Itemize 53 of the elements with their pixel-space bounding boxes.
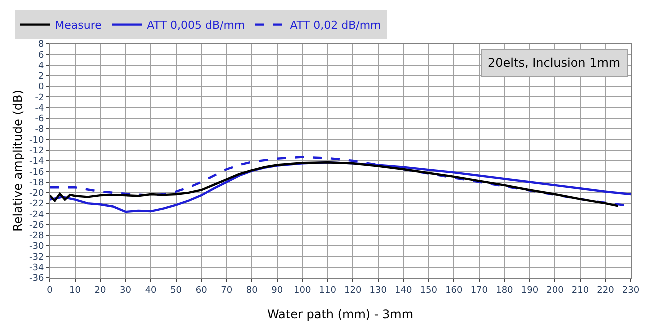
y-axis-title: Relative amplitude (dB) (10, 90, 25, 232)
x-tick-label: 70 (221, 286, 233, 296)
y-tick-label: -20 (29, 189, 44, 200)
y-tick-label: -16 (29, 168, 44, 178)
x-tick-label: 110 (319, 286, 337, 296)
x-tick-label: 120 (344, 286, 362, 296)
x-tick-label: 140 (395, 286, 413, 296)
x-tick-label: 170 (470, 286, 488, 296)
x-axis-title: Water path (mm) - 3mm (267, 308, 414, 322)
y-tick-label: -30 (29, 242, 44, 252)
y-tick-label: -14 (29, 157, 44, 168)
y-tick-label: -4 (35, 104, 44, 114)
x-tick-label: 160 (446, 286, 464, 296)
annotation: 20elts, Inclusion 1mm (488, 56, 621, 70)
y-tick-label: -2 (35, 93, 44, 104)
x-tick-label: 40 (145, 286, 158, 296)
y-tick-label: -36 (29, 274, 44, 284)
x-tick-label: 220 (597, 286, 615, 296)
x-tick-label: 100 (294, 286, 312, 296)
y-tick-label: 6 (38, 50, 44, 61)
y-tick-label: -24 (29, 210, 44, 220)
x-tick-label: 180 (496, 286, 514, 296)
y-tick-label: -32 (29, 252, 44, 263)
x-tick-label: 130 (370, 286, 388, 296)
legend-label: ATT 0,02 dB/mm (290, 19, 382, 32)
y-tick-label: -26 (29, 220, 44, 231)
x-tick-label: 150 (420, 286, 438, 296)
y-tick-label: 4 (38, 61, 44, 72)
y-tick-label: -34 (29, 264, 44, 274)
y-tick-label: -8 (35, 125, 44, 136)
y-tick-label: -28 (29, 232, 44, 242)
x-tick-label: 190 (521, 286, 539, 296)
y-tick-label: 2 (38, 72, 44, 82)
x-tick-label: 210 (572, 286, 590, 296)
legend-label: ATT 0,005 dB/mm (147, 19, 246, 32)
y-tick-label: -10 (29, 136, 44, 146)
y-tick-label: -18 (29, 178, 44, 188)
x-tick-label: 50 (170, 286, 182, 296)
y-tick-label: -12 (29, 146, 44, 157)
x-tick-label: 0 (47, 286, 54, 296)
y-tick-label: -6 (35, 114, 44, 125)
x-tick-label: 20 (94, 286, 107, 296)
y-tick-label: -22 (29, 200, 44, 210)
x-tick-label: 30 (120, 286, 132, 296)
x-tick-label: 230 (622, 286, 640, 296)
x-tick-label: 90 (272, 286, 284, 296)
x-tick-label: 60 (196, 286, 208, 296)
x-tick-label: 10 (70, 286, 82, 296)
x-tick-label: 80 (246, 286, 258, 296)
y-tick-label: 8 (38, 40, 44, 50)
x-tick-label: 200 (546, 286, 564, 296)
y-tick-label: 0 (38, 82, 44, 93)
legend-label: Measure (55, 19, 102, 32)
